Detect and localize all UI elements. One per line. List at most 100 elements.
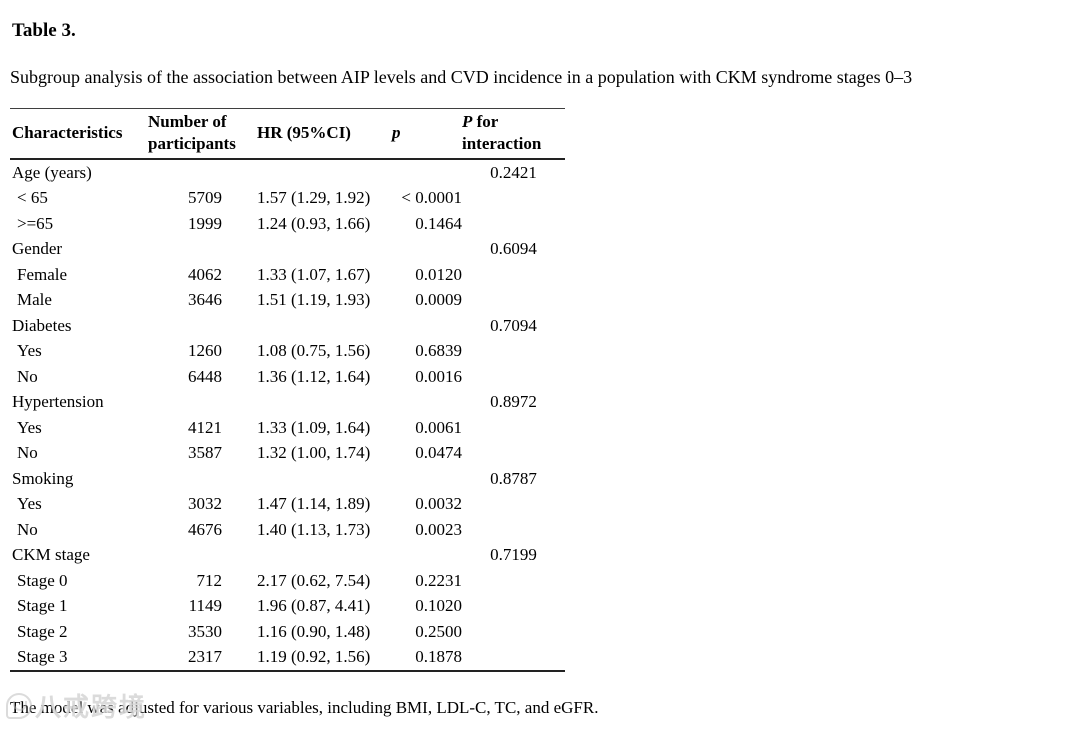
- participants-cell: [146, 236, 252, 262]
- hr-ci-cell: [252, 236, 380, 262]
- participants-cell: 1260: [188, 341, 222, 360]
- p-interaction-cell: 0.6094: [490, 239, 537, 258]
- participants-cell: 3587: [188, 443, 222, 462]
- participants-cell: 4121: [188, 417, 222, 437]
- p-value-cell: 0.1464: [415, 213, 462, 233]
- characteristic-cell: CKM stage: [12, 545, 90, 564]
- table-row: Yes 1260 1.08 (0.75, 1.56) 0.6839: [10, 338, 565, 364]
- participants-cell: [146, 389, 252, 415]
- participants-cell: 1149: [188, 596, 222, 615]
- header-participants: Number of participants: [146, 109, 252, 159]
- table-row: Stage 0 712 2.17 (0.62, 7.54) 0.2231: [10, 568, 565, 594]
- p-interaction-cell: [462, 491, 565, 517]
- hr-ci-cell: 1.36 (1.12, 1.64): [257, 366, 371, 386]
- p-value-cell: 0.0474: [415, 443, 462, 462]
- characteristic-cell: Gender: [12, 239, 63, 258]
- participants-cell: 3530: [188, 621, 222, 641]
- characteristic-cell: No: [17, 366, 38, 386]
- p-value-cell: [380, 389, 462, 415]
- hr-ci-cell: 1.24 (0.93, 1.66): [257, 213, 371, 233]
- table-title: Table 3.: [12, 20, 76, 41]
- header-p-interaction-line2: interaction: [462, 134, 542, 154]
- p-value-cell: [380, 466, 462, 492]
- hr-ci-cell: 1.40 (1.13, 1.73): [257, 519, 371, 539]
- table-row: Stage 2 3530 1.16 (0.90, 1.48) 0.2500: [10, 619, 565, 645]
- hr-ci-cell: 1.16 (0.90, 1.48): [257, 621, 371, 641]
- characteristic-cell: Male: [17, 290, 52, 309]
- subgroup-analysis-table: Characteristics Number of participants H…: [10, 108, 565, 672]
- table-row: Stage 1 1149 1.96 (0.87, 4.41) 0.1020: [10, 593, 565, 619]
- participants-cell: [146, 542, 252, 568]
- hr-ci-cell: [252, 159, 380, 186]
- p-value-cell: 0.0009: [415, 290, 462, 309]
- characteristic-cell: Yes: [17, 494, 42, 513]
- hr-ci-cell: 2.17 (0.62, 7.54): [257, 570, 371, 590]
- participants-cell: 2317: [188, 647, 222, 666]
- table-row: Age (years) 0.2421: [10, 159, 565, 186]
- characteristic-cell: Stage 3: [17, 647, 68, 666]
- p-value-cell: [380, 236, 462, 262]
- characteristic-cell: Diabetes: [12, 315, 72, 335]
- p-value-cell: 0.1020: [415, 596, 462, 615]
- p-interaction-cell: [462, 185, 565, 211]
- table-row: No 4676 1.40 (1.13, 1.73) 0.0023: [10, 517, 565, 543]
- table-row: Diabetes 0.7094: [10, 313, 565, 339]
- p-value-cell: [380, 159, 462, 186]
- characteristic-cell: Stage 1: [17, 596, 68, 615]
- table-row: No 6448 1.36 (1.12, 1.64) 0.0016: [10, 364, 565, 390]
- hr-ci-cell: 1.19 (0.92, 1.56): [257, 647, 371, 666]
- participants-cell: [146, 466, 252, 492]
- characteristic-cell: Smoking: [12, 468, 74, 488]
- table-row: Yes 3032 1.47 (1.14, 1.89) 0.0032: [10, 491, 565, 517]
- participants-cell: 6448: [188, 366, 222, 386]
- p-value-cell: [380, 313, 462, 339]
- p-value-cell: 0.2231: [415, 570, 462, 590]
- hr-ci-cell: [252, 313, 380, 339]
- participants-cell: 3646: [188, 290, 222, 309]
- header-p-value: p: [392, 123, 401, 143]
- p-interaction-cell: [462, 415, 565, 441]
- characteristic-cell: Stage 2: [17, 621, 68, 641]
- table-header: Characteristics Number of participants H…: [10, 109, 565, 159]
- characteristic-cell: < 65: [17, 188, 48, 207]
- participants-cell: 5709: [188, 188, 222, 207]
- table-row: >=65 1999 1.24 (0.93, 1.66) 0.1464: [10, 211, 565, 237]
- characteristic-cell: No: [17, 519, 38, 539]
- hr-ci-cell: [252, 542, 380, 568]
- characteristic-cell: Hypertension: [12, 392, 104, 411]
- hr-ci-cell: 1.33 (1.07, 1.67): [257, 264, 371, 284]
- header-characteristics: Characteristics: [12, 123, 123, 143]
- participants-cell: 712: [196, 570, 223, 590]
- p-value-cell: [380, 542, 462, 568]
- p-interaction-cell: [462, 211, 565, 237]
- p-interaction-cell: [462, 440, 565, 466]
- hr-ci-cell: [252, 466, 380, 492]
- p-interaction-cell: 0.8972: [490, 392, 537, 411]
- hr-ci-cell: 1.32 (1.00, 1.74): [257, 443, 371, 462]
- header-p-interaction-line1: P for: [462, 112, 499, 132]
- p-interaction-cell: 0.2421: [490, 162, 537, 182]
- table-row: < 65 5709 1.57 (1.29, 1.92) < 0.0001: [10, 185, 565, 211]
- participants-cell: [146, 159, 252, 186]
- table-row: Stage 3 2317 1.19 (0.92, 1.56) 0.1878: [10, 644, 565, 671]
- hr-ci-cell: 1.47 (1.14, 1.89): [257, 494, 371, 513]
- p-value-cell: 0.0023: [415, 519, 462, 539]
- table-row: Smoking 0.8787: [10, 466, 565, 492]
- table-row: Hypertension 0.8972: [10, 389, 565, 415]
- p-value-cell: 0.0061: [415, 417, 462, 437]
- p-value-cell: 0.2500: [415, 621, 462, 641]
- hr-ci-cell: 1.57 (1.29, 1.92): [257, 188, 371, 207]
- p-interaction-cell: [462, 364, 565, 390]
- characteristic-cell: Yes: [17, 417, 42, 437]
- characteristic-cell: No: [17, 443, 38, 462]
- participants-cell: 4676: [188, 519, 222, 539]
- characteristic-cell: Stage 0: [17, 570, 68, 590]
- p-interaction-cell: 0.7199: [490, 545, 537, 564]
- p-value-cell: 0.0032: [415, 494, 462, 513]
- p-interaction-cell: [462, 593, 565, 619]
- p-interaction-cell: [462, 287, 565, 313]
- table-row: Male 3646 1.51 (1.19, 1.93) 0.0009: [10, 287, 565, 313]
- p-value-cell: 0.0120: [415, 264, 462, 284]
- table-row: Gender 0.6094: [10, 236, 565, 262]
- characteristic-cell: Age (years): [12, 162, 92, 182]
